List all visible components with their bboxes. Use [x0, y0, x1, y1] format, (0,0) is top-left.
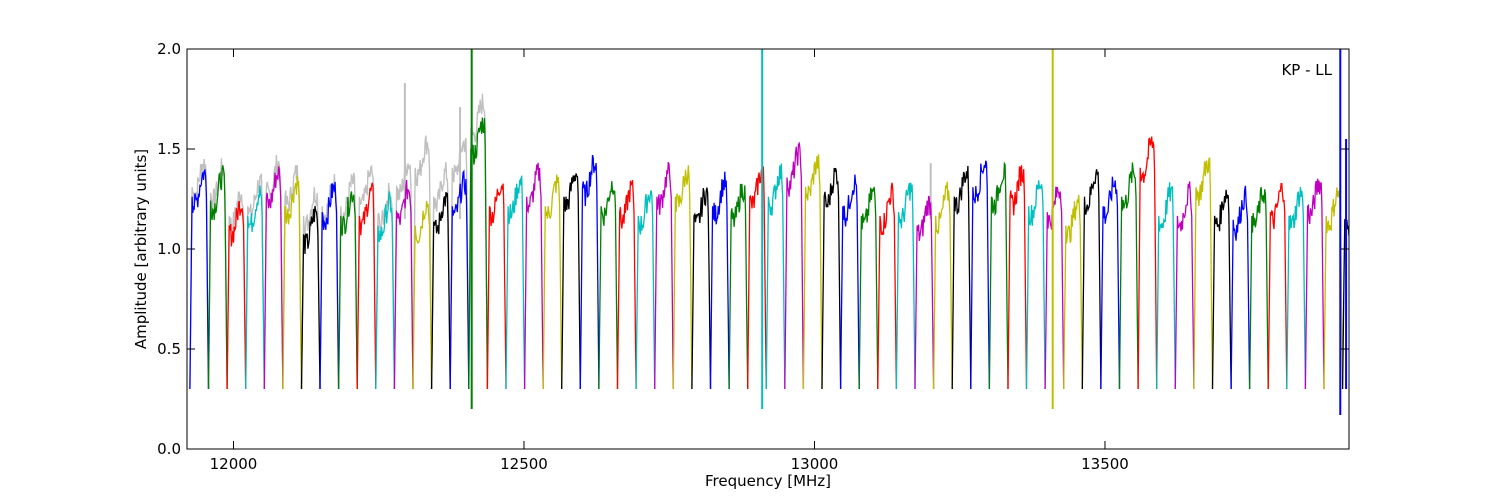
channel-trace-4 — [263, 166, 284, 390]
channel-trace-44 — [1007, 165, 1028, 390]
channel-trace-36 — [858, 186, 879, 390]
channel-trace-2 — [226, 200, 247, 390]
channel-trace-7 — [319, 181, 340, 390]
channel-trace-34 — [821, 167, 842, 390]
channel-trace-17 — [505, 175, 526, 390]
reference-channel-6 — [300, 187, 321, 390]
channel-trace-23 — [616, 179, 637, 390]
channel-trace-50 — [1118, 162, 1139, 390]
reference-channel-9 — [356, 164, 377, 390]
channel-trace-55 — [1211, 189, 1232, 390]
channel-trace-46 — [1044, 186, 1065, 390]
channel-trace-10 — [375, 191, 396, 390]
channel-trace-58 — [1267, 182, 1288, 390]
channel-trace-41 — [951, 165, 972, 390]
channel-trace-5 — [282, 176, 303, 390]
channel-trace-16 — [486, 183, 507, 390]
channel-trace-3 — [245, 185, 265, 390]
channel-trace-9 — [356, 182, 377, 390]
reference-channel-3 — [245, 172, 265, 390]
channel-trace-64 — [1380, 192, 1399, 389]
channel-trace-59 — [1286, 186, 1307, 390]
annotation-label: KP - LL — [1281, 61, 1332, 79]
plot-area — [189, 49, 1500, 415]
channel-trace-19 — [542, 174, 563, 390]
channel-trace-49 — [1100, 176, 1121, 390]
channel-trace-18 — [523, 162, 544, 390]
channel-trace-11 — [393, 179, 414, 390]
channel-trace-48 — [1081, 169, 1102, 390]
channel-trace-57 — [1248, 186, 1269, 390]
x-tick-label-1: 12500 — [500, 455, 548, 473]
y-tick-label-0: 0.0 — [157, 440, 181, 458]
channel-trace-8 — [337, 191, 358, 390]
channel-trace-65 — [1398, 183, 1417, 389]
x-axis-label: Frequency [MHz] — [705, 472, 831, 490]
x-tick-label-2: 13000 — [791, 455, 839, 473]
channel-trace-24 — [635, 190, 656, 390]
channel-trace-60 — [1304, 178, 1325, 390]
channel-trace-6 — [300, 205, 321, 390]
channel-trace-68 — [1454, 132, 1473, 389]
x-tick-label-3: 13500 — [1081, 455, 1129, 473]
channel-trace-31 — [765, 163, 786, 390]
channel-trace-67 — [1436, 143, 1455, 389]
channel-trace-39 — [914, 195, 935, 390]
channel-trace-70 — [1491, 184, 1500, 389]
y-axis-label: Amplitude [arbitrary units] — [132, 149, 150, 349]
x-tick-label-0: 12000 — [210, 455, 258, 473]
channel-trace-47 — [1063, 194, 1083, 390]
channel-trace-0 — [189, 168, 210, 390]
channel-trace-13 — [430, 192, 451, 390]
reference-channel-12 — [412, 135, 433, 390]
channel-trace-52 — [1156, 182, 1176, 390]
y-tick-label-4: 2.0 — [157, 40, 181, 58]
reference-channel-13 — [430, 161, 451, 390]
channel-trace-21 — [579, 154, 600, 390]
channel-trace-1 — [207, 165, 228, 390]
channel-trace-69 — [1473, 169, 1492, 390]
channel-trace-33 — [802, 154, 823, 390]
channel-trace-22 — [598, 181, 619, 390]
channel-trace-28 — [709, 171, 730, 390]
channel-trace-14 — [449, 169, 470, 390]
channel-trace-53 — [1174, 181, 1195, 390]
y-tick-label-2: 1.0 — [157, 240, 181, 258]
channel-trace-20 — [561, 173, 581, 390]
y-tick-label-3: 1.5 — [157, 140, 181, 158]
channel-trace-35 — [839, 174, 860, 390]
channel-trace-63 — [1361, 173, 1380, 390]
channel-trace-25 — [654, 161, 674, 390]
channel-trace-40 — [932, 181, 953, 390]
channel-trace-29 — [728, 183, 749, 390]
channel-trace-43 — [988, 161, 1009, 390]
channel-trace-26 — [672, 165, 693, 390]
channel-trace-42 — [970, 160, 991, 390]
channel-trace-12 — [412, 200, 433, 390]
channel-trace-37 — [877, 182, 898, 390]
channel-trace-66 — [1417, 198, 1436, 389]
reference-channel-0 — [189, 158, 210, 390]
channel-trace-54 — [1193, 157, 1214, 390]
reference-channel-11 — [393, 161, 414, 390]
channel-trace-27 — [691, 187, 712, 390]
channel-trace-32 — [784, 141, 805, 390]
channel-trace-56 — [1230, 185, 1251, 390]
x-axis: 12000 12500 13000 13500 — [210, 49, 1129, 473]
y-axis: 0.0 0.5 1.0 1.5 2.0 — [157, 40, 1349, 458]
y-tick-label-1: 0.5 — [157, 340, 181, 358]
channel-trace-38 — [895, 182, 916, 390]
channel-trace-45 — [1025, 180, 1046, 390]
channel-trace-51 — [1137, 136, 1158, 390]
